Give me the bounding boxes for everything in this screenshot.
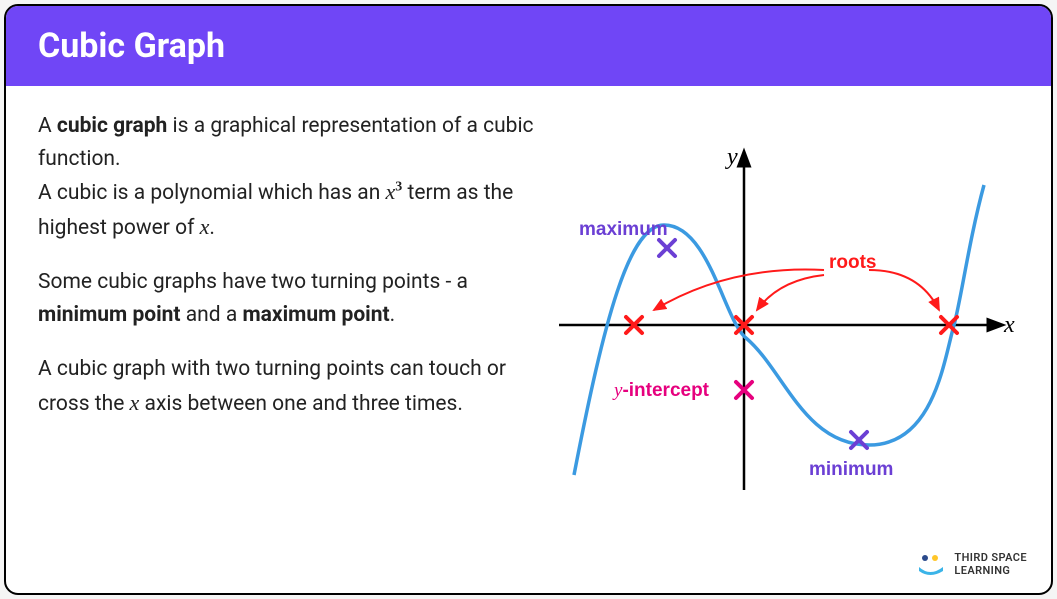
text: axis between one and three times. (139, 392, 463, 416)
card-content: A cubic graph is a graphical representat… (6, 86, 1051, 536)
x-axis-label: x (1003, 312, 1015, 338)
logo-icon (916, 553, 946, 575)
logo-line1: THIRD SPACE (954, 551, 1027, 564)
maximum-label: maximum (579, 219, 668, 240)
minimum-label: minimum (809, 459, 893, 480)
term-cubic-graph: cubic graph (57, 114, 167, 138)
y-axis-label: y (725, 144, 738, 170)
logo-line2: LEARNING (954, 564, 1027, 577)
text: A cubic is a polynomial which has an (38, 181, 386, 205)
text: . (390, 303, 396, 327)
brand-logo: THIRD SPACE LEARNING (916, 551, 1027, 577)
roots-arrow-2 (757, 275, 824, 310)
text-column: A cubic graph is a graphical representat… (38, 110, 541, 524)
text: A (38, 114, 57, 138)
text: and a (181, 303, 243, 327)
paragraph-definition: A cubic graph is a graphical representat… (38, 110, 541, 244)
logo-text: THIRD SPACE LEARNING (954, 551, 1027, 577)
text: Some cubic graphs have two turning point… (38, 270, 468, 294)
card-header: Cubic Graph (6, 6, 1051, 86)
card-title: Cubic Graph (38, 26, 225, 66)
cubic-graph-svg: y x maximum roots y-intercept minimum (549, 140, 1019, 520)
maximum-cross (659, 240, 675, 256)
text: . (209, 216, 215, 240)
math-x-cubed: x3 (386, 179, 403, 204)
graph-column: y x maximum roots y-intercept minimum (549, 140, 1019, 524)
info-card: Cubic Graph A cubic graph is a graphical… (4, 4, 1053, 595)
term-maximum: maximum point (242, 303, 389, 327)
roots-arrow-3 (869, 270, 939, 310)
roots-arrow-1 (654, 270, 824, 311)
term-minimum: minimum point (38, 303, 181, 327)
y-intercept-label: y-intercept (612, 380, 710, 401)
math-x: x (130, 390, 140, 415)
paragraph-turning-points: Some cubic graphs have two turning point… (38, 266, 541, 331)
roots-label: roots (829, 252, 877, 273)
math-x: x (200, 214, 210, 239)
paragraph-roots: A cubic graph with two turning points ca… (38, 353, 541, 420)
